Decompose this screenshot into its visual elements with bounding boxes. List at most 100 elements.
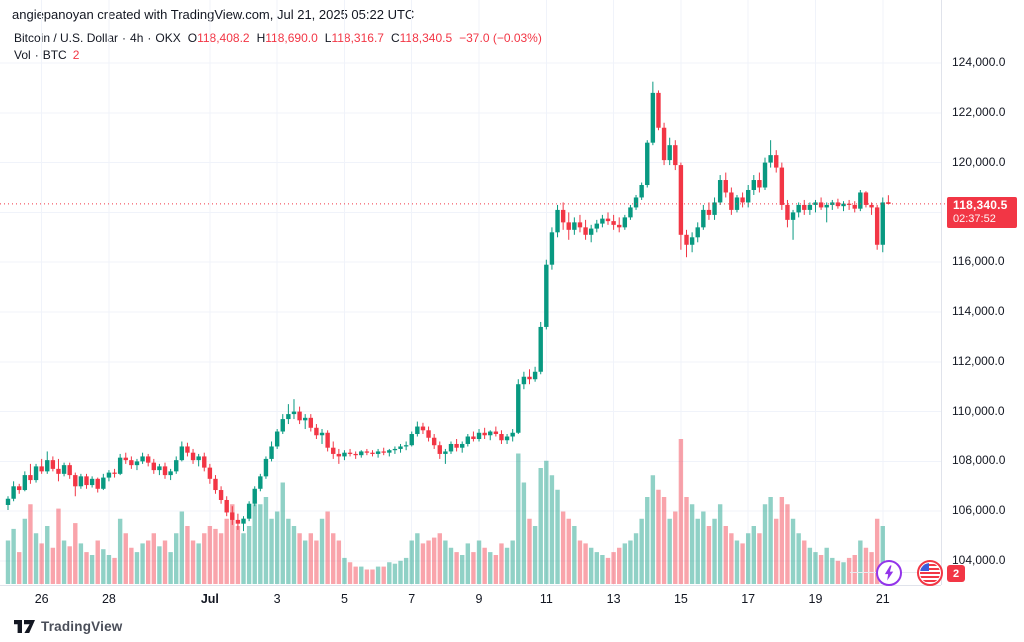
volume-bar (89, 555, 95, 584)
volume-bar (454, 552, 459, 584)
event-count-badge: 2 (947, 565, 965, 582)
tradingview-logo[interactable]: TradingView (14, 619, 122, 634)
exchange-label[interactable]: OKX (155, 31, 181, 45)
volume-bar (790, 518, 796, 584)
volume-bar (319, 518, 325, 584)
candle-body (409, 434, 414, 446)
candle-body (325, 432, 330, 448)
volume-label[interactable]: Vol (14, 48, 31, 62)
candle-body (347, 452, 353, 454)
candle-body (712, 202, 717, 215)
candle-body (84, 476, 89, 486)
price-tick-label: 108,000.0 (952, 453, 1006, 468)
candle-body (633, 197, 639, 208)
volume-bar (314, 540, 319, 584)
volume-bar (218, 533, 224, 584)
economic-event-flag-button[interactable] (917, 560, 943, 586)
volume-bar (196, 543, 201, 584)
time-axis[interactable]: 26 28 Jul 3 5 7 9 11 13 15 17 19 21 (0, 585, 941, 611)
candle-body (706, 209, 712, 215)
volume-bar (751, 526, 756, 584)
candle-body (364, 451, 370, 453)
volume-bar (302, 540, 308, 584)
open-label: O (187, 31, 198, 45)
volume-bar (544, 460, 549, 584)
price-tick-label: 106,000.0 (952, 503, 1006, 518)
volume-bar (869, 552, 874, 584)
candle-body (28, 475, 33, 481)
high-item: H118,690.0 (257, 31, 318, 45)
volume-bar (11, 528, 16, 584)
volume-bar (549, 475, 555, 584)
candle-body (235, 519, 241, 524)
price-axis[interactable]: 124,000.0 122,000.0 120,000.0 116,000.0 114,… (941, 0, 1024, 585)
volume-bar (476, 540, 482, 584)
change-value: −37.0 (−0.03%) (459, 31, 542, 45)
candle-body (471, 436, 476, 439)
volume-bar (583, 543, 588, 584)
candle-body (403, 445, 409, 447)
candle-body (185, 446, 190, 453)
volume-bar (230, 504, 235, 584)
volume-bar (151, 533, 156, 584)
candle-body (11, 486, 16, 499)
volume-bar (757, 533, 762, 584)
volume-bar (650, 475, 656, 584)
volume-bar (762, 504, 768, 584)
volume-bar (807, 547, 813, 584)
interval-label[interactable]: 4h (130, 31, 144, 45)
lightning-marker-button[interactable] (876, 560, 902, 586)
candle-body (252, 488, 257, 504)
candle-body (841, 203, 846, 207)
candle-body (588, 228, 594, 235)
candle-body (174, 460, 179, 472)
volume-bar (202, 533, 207, 584)
volume-bar (796, 533, 801, 584)
time-tick-label: 15 (673, 592, 688, 606)
volume-bar (830, 557, 835, 584)
volume-bar (5, 540, 11, 584)
candle-body (863, 192, 869, 205)
candle-body (611, 221, 616, 225)
volume-bar (50, 547, 56, 584)
time-tick-label: 3 (273, 592, 281, 606)
volume-bar (286, 518, 291, 584)
candle-body (499, 434, 504, 441)
candle-body (129, 460, 134, 466)
candle-body (375, 451, 381, 454)
volume-bar (460, 555, 465, 584)
volume-bar (45, 526, 50, 584)
volume-bar (824, 547, 829, 584)
volume-bar (734, 540, 740, 584)
candle-body (852, 204, 857, 209)
time-tick-label: 9 (475, 592, 483, 606)
volume-bar (325, 511, 330, 584)
volume-bar (403, 557, 409, 584)
candle-body (89, 478, 95, 486)
candle-body (594, 223, 599, 229)
volume-bar (420, 543, 426, 584)
candle-body (269, 446, 274, 459)
legend-separator: · (122, 31, 127, 45)
candle-body (207, 467, 213, 479)
volume-bar (78, 543, 84, 584)
candle-body (740, 197, 745, 203)
symbol-name[interactable]: Bitcoin / U.S. Dollar (14, 31, 119, 45)
close-item: C118,340.5 (391, 31, 452, 45)
candle-body (415, 426, 420, 435)
candle-body (224, 499, 229, 513)
volume-bar (162, 540, 168, 584)
candle-body (331, 447, 336, 454)
candle-body (779, 167, 785, 205)
volume-bar (235, 526, 241, 584)
time-tick-label: Jul (200, 592, 219, 606)
volume-bar (706, 526, 712, 584)
candle-body (117, 457, 123, 474)
time-tick-label: 26 (34, 592, 49, 606)
candle-body (762, 162, 768, 188)
volume-bar (95, 540, 100, 584)
candle-body (420, 426, 426, 431)
